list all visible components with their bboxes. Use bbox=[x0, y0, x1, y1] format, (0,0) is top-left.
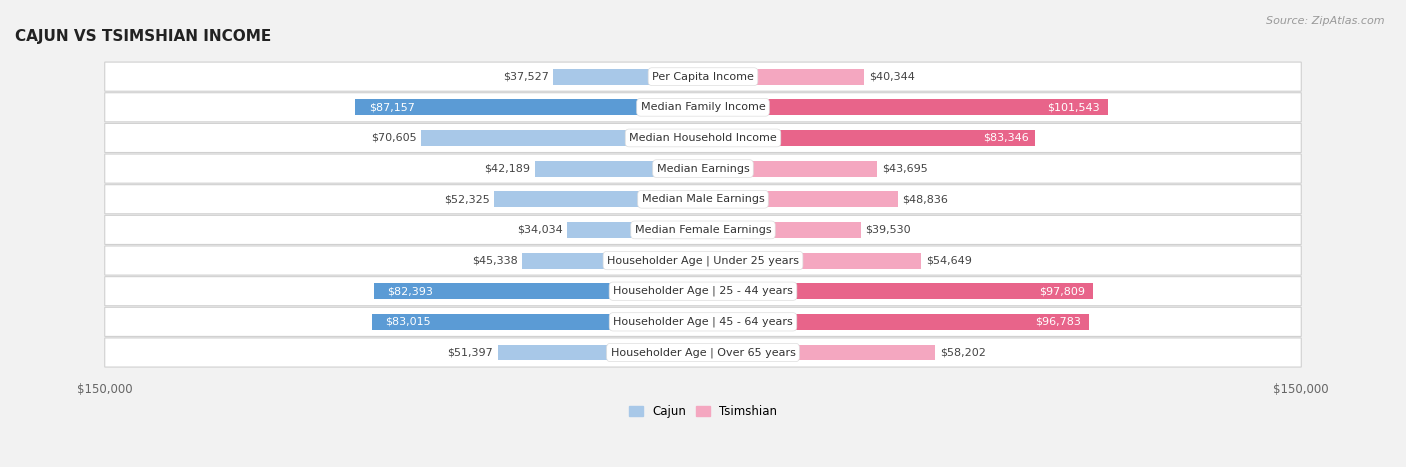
FancyBboxPatch shape bbox=[104, 307, 1302, 336]
FancyBboxPatch shape bbox=[104, 93, 1302, 122]
FancyBboxPatch shape bbox=[104, 215, 1302, 244]
Text: $101,543: $101,543 bbox=[1047, 102, 1099, 112]
Text: $58,202: $58,202 bbox=[941, 347, 986, 358]
Bar bbox=[554, 69, 703, 85]
FancyBboxPatch shape bbox=[104, 123, 1302, 153]
Text: $39,530: $39,530 bbox=[866, 225, 911, 235]
Text: $48,836: $48,836 bbox=[903, 194, 949, 204]
Text: CAJUN VS TSIMSHIAN INCOME: CAJUN VS TSIMSHIAN INCOME bbox=[15, 29, 271, 44]
Text: $83,346: $83,346 bbox=[983, 133, 1029, 143]
Text: Median Male Earnings: Median Male Earnings bbox=[641, 194, 765, 204]
FancyBboxPatch shape bbox=[104, 246, 1302, 275]
Text: $51,397: $51,397 bbox=[447, 347, 494, 358]
Text: Householder Age | Over 65 years: Householder Age | Over 65 years bbox=[610, 347, 796, 358]
Legend: Cajun, Tsimshian: Cajun, Tsimshian bbox=[624, 401, 782, 423]
Bar bbox=[498, 345, 703, 361]
Text: $97,809: $97,809 bbox=[1039, 286, 1085, 296]
Text: Median Female Earnings: Median Female Earnings bbox=[634, 225, 772, 235]
FancyBboxPatch shape bbox=[104, 276, 1302, 306]
Bar bbox=[495, 191, 703, 207]
Text: $83,015: $83,015 bbox=[385, 317, 430, 327]
Text: Median Household Income: Median Household Income bbox=[628, 133, 778, 143]
Text: Householder Age | 25 - 44 years: Householder Age | 25 - 44 years bbox=[613, 286, 793, 297]
Text: Per Capita Income: Per Capita Income bbox=[652, 71, 754, 82]
FancyBboxPatch shape bbox=[104, 338, 1302, 367]
Bar bbox=[703, 314, 1090, 330]
Bar bbox=[703, 99, 1108, 115]
Bar bbox=[534, 161, 703, 177]
Text: Median Family Income: Median Family Income bbox=[641, 102, 765, 112]
Text: $87,157: $87,157 bbox=[370, 102, 415, 112]
Bar bbox=[567, 222, 703, 238]
Bar bbox=[703, 253, 921, 269]
Text: $82,393: $82,393 bbox=[388, 286, 433, 296]
Text: $42,189: $42,189 bbox=[484, 163, 530, 174]
FancyBboxPatch shape bbox=[104, 184, 1302, 214]
Text: Householder Age | Under 25 years: Householder Age | Under 25 years bbox=[607, 255, 799, 266]
Text: $43,695: $43,695 bbox=[882, 163, 928, 174]
Bar bbox=[522, 253, 703, 269]
Bar bbox=[703, 161, 877, 177]
Bar bbox=[703, 69, 863, 85]
Text: $40,344: $40,344 bbox=[869, 71, 914, 82]
Bar bbox=[703, 345, 935, 361]
Text: Householder Age | 45 - 64 years: Householder Age | 45 - 64 years bbox=[613, 317, 793, 327]
Bar bbox=[703, 283, 1092, 299]
Text: $34,034: $34,034 bbox=[517, 225, 562, 235]
Bar bbox=[703, 222, 860, 238]
Text: $54,649: $54,649 bbox=[925, 255, 972, 266]
FancyBboxPatch shape bbox=[104, 154, 1302, 183]
Bar bbox=[703, 130, 1035, 146]
Bar bbox=[373, 314, 703, 330]
Text: Source: ZipAtlas.com: Source: ZipAtlas.com bbox=[1267, 16, 1385, 26]
Text: $70,605: $70,605 bbox=[371, 133, 416, 143]
Text: $52,325: $52,325 bbox=[444, 194, 489, 204]
Bar bbox=[356, 99, 703, 115]
Bar bbox=[703, 191, 898, 207]
Bar bbox=[422, 130, 703, 146]
Text: $45,338: $45,338 bbox=[471, 255, 517, 266]
Bar bbox=[374, 283, 703, 299]
Text: $96,783: $96,783 bbox=[1035, 317, 1081, 327]
Text: Median Earnings: Median Earnings bbox=[657, 163, 749, 174]
FancyBboxPatch shape bbox=[104, 62, 1302, 91]
Text: $37,527: $37,527 bbox=[503, 71, 548, 82]
